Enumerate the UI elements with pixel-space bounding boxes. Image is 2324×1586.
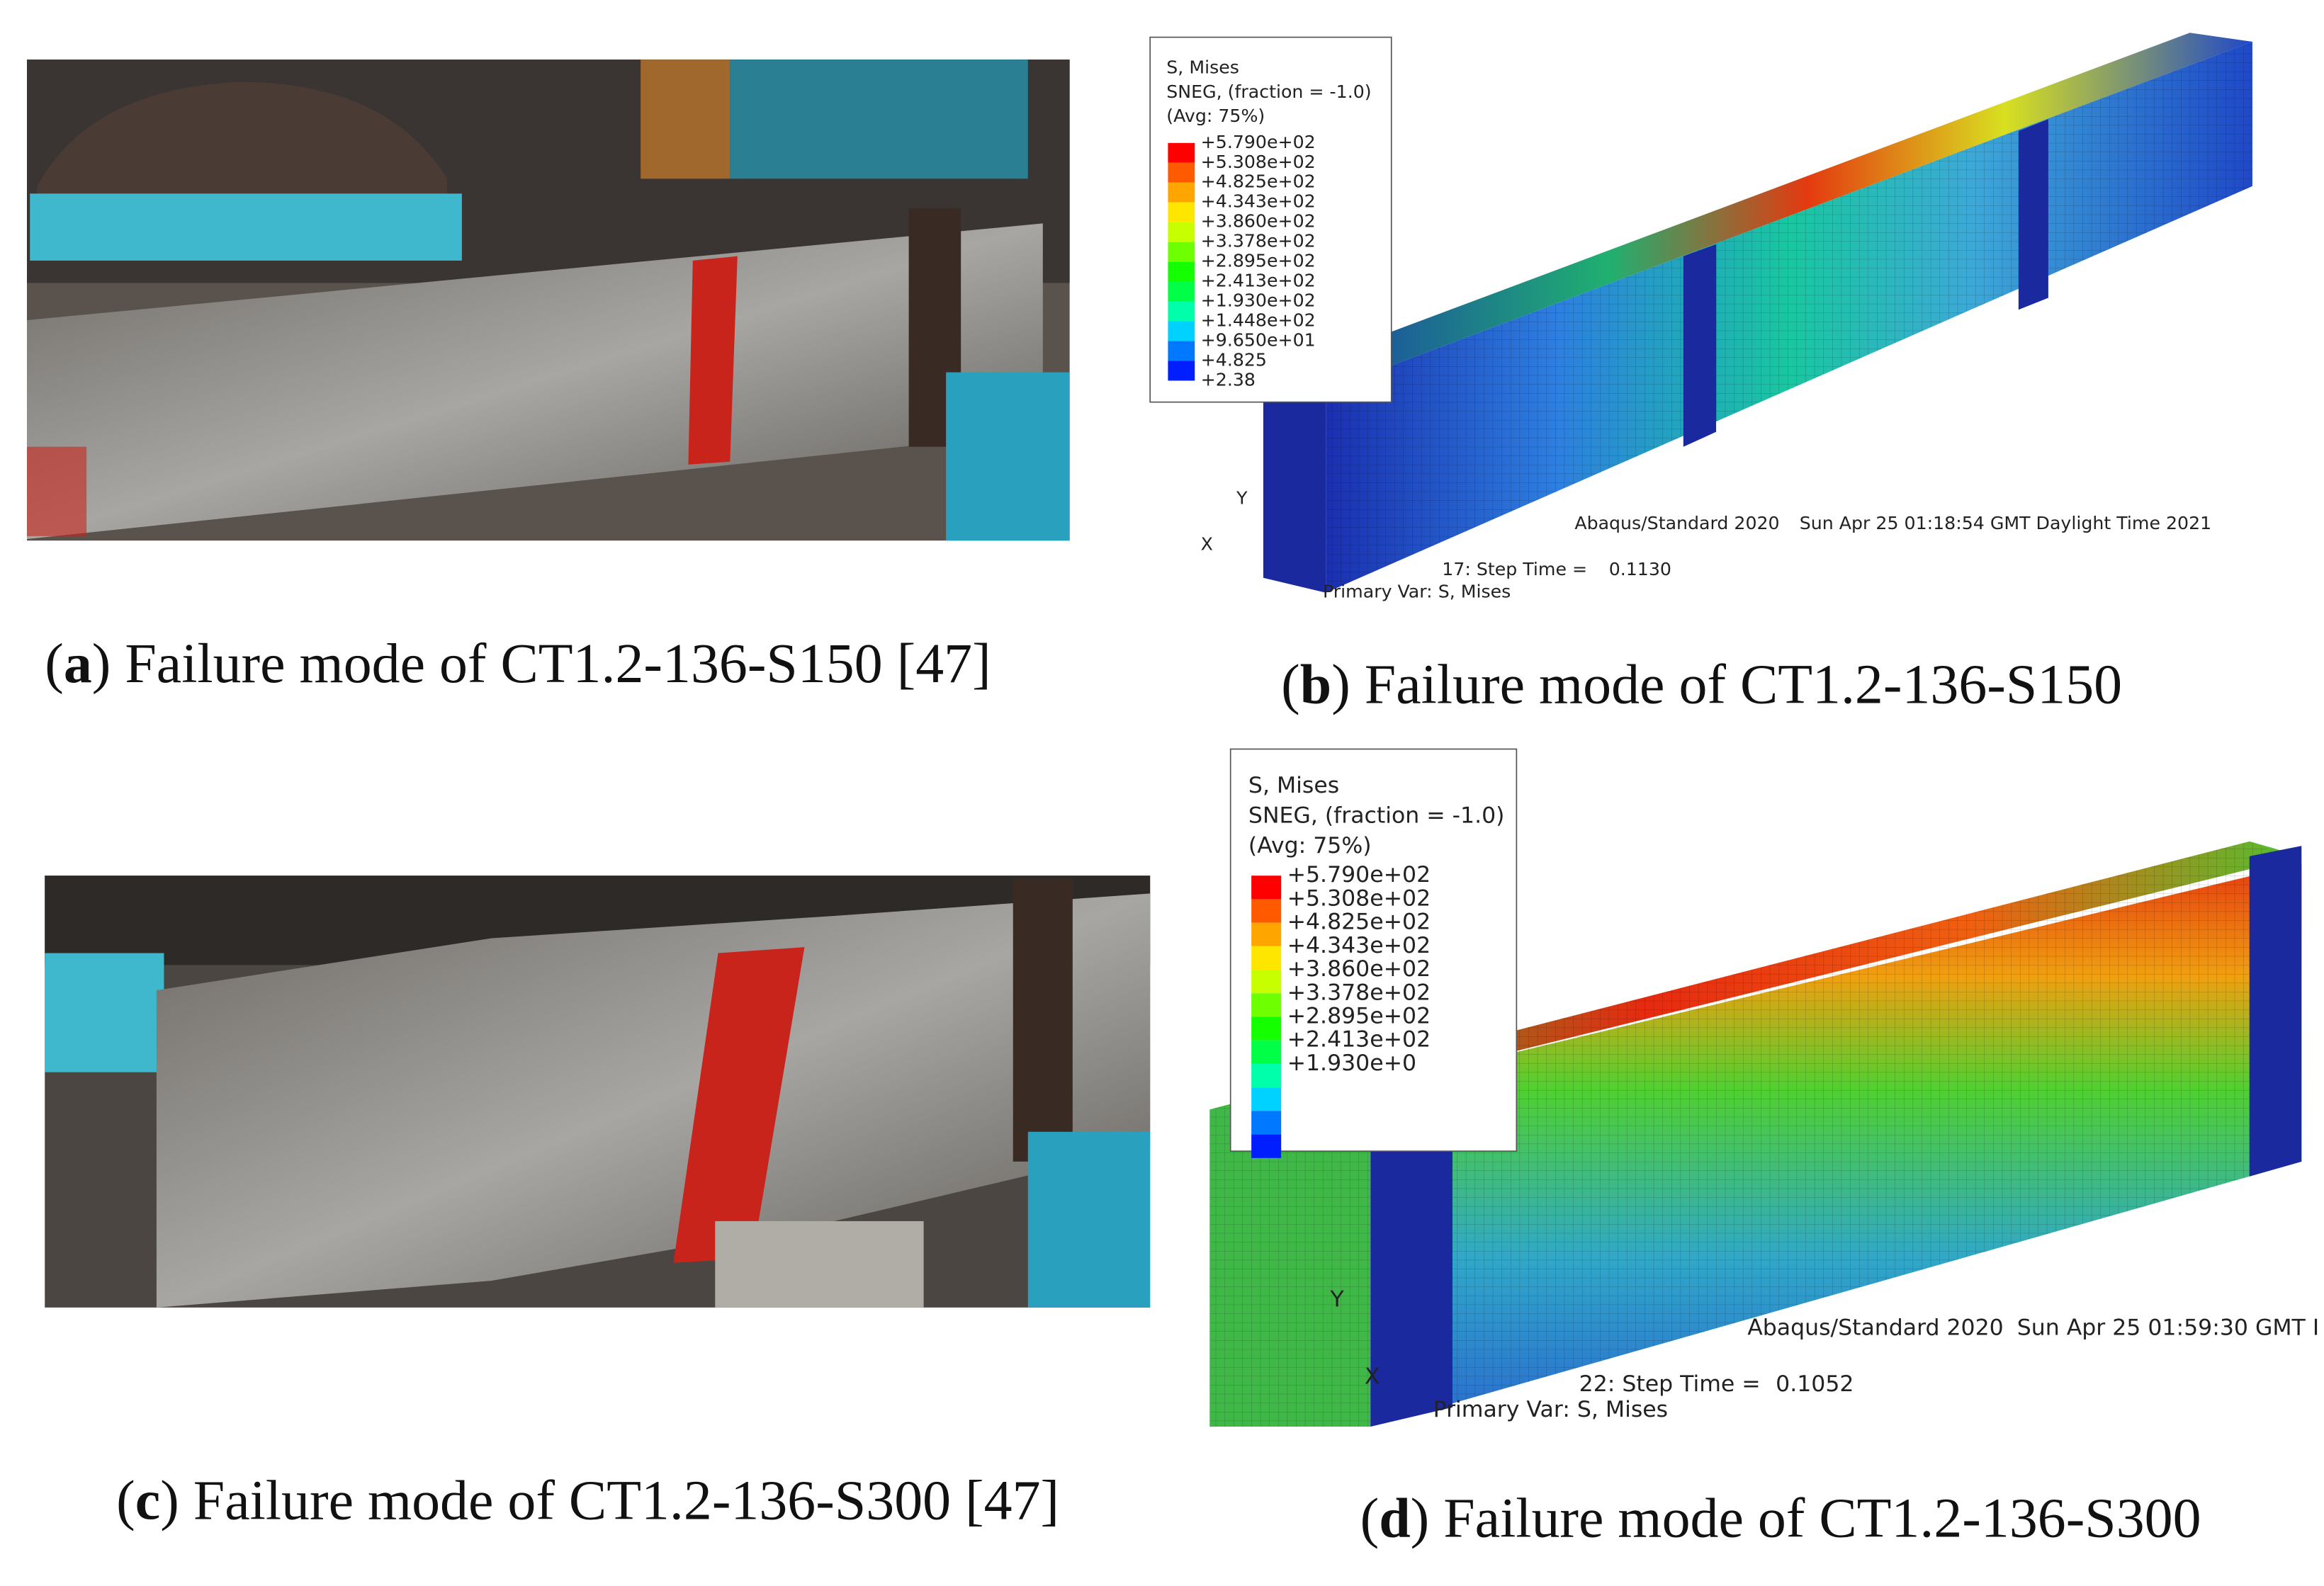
legend-level: +2.895e+02 bbox=[1287, 1003, 1431, 1029]
info-text: Sun Apr 25 01:18:54 GMT Daylight Time 20… bbox=[1800, 513, 2211, 533]
info-text: Sun Apr 25 01:59:30 GMT I bbox=[2017, 1315, 2319, 1340]
legend-title: (Avg: 75%) bbox=[1166, 106, 1265, 126]
info-text: Primary Var: S, Mises bbox=[1323, 582, 1511, 602]
photo-c bbox=[45, 876, 1151, 1308]
caption: (b) Failure mode of CT1.2-136-S150 bbox=[1281, 653, 2122, 715]
caption-part: c bbox=[135, 1469, 160, 1531]
legend-title: SNEG, (fraction = -1.0) bbox=[1248, 803, 1505, 829]
legend-band bbox=[1251, 1040, 1282, 1064]
info-text: 17: Step Time = bbox=[1442, 559, 1587, 579]
legend-title: (Avg: 75%) bbox=[1248, 833, 1372, 859]
legend-band bbox=[1251, 876, 1282, 900]
legend-band bbox=[1168, 301, 1195, 322]
legend-level: +4.825 bbox=[1201, 349, 1267, 370]
legend-level: +3.378e+02 bbox=[1287, 980, 1431, 1005]
info-text: Primary Var: S, Mises bbox=[1433, 1397, 1668, 1422]
legend-level: +3.860e+02 bbox=[1201, 211, 1316, 232]
legend-level: +1.930e+02 bbox=[1201, 290, 1316, 311]
legend-level: +2.895e+02 bbox=[1201, 251, 1316, 271]
legend-band bbox=[1251, 993, 1282, 1017]
caption-part: ( bbox=[45, 633, 64, 695]
legend-level: +4.825e+02 bbox=[1287, 910, 1431, 935]
legend-band bbox=[1251, 1016, 1282, 1041]
legend-band bbox=[1251, 922, 1282, 946]
triad-label: Y bbox=[1236, 487, 1248, 508]
caption: (c) Failure mode of CT1.2-136-S300 [47] bbox=[116, 1469, 1059, 1531]
caption-part: ( bbox=[1360, 1488, 1380, 1550]
caption-part: ) Failure mode of CT1.2-136-S150 [47] bbox=[92, 633, 991, 695]
legend-band bbox=[1251, 1134, 1282, 1158]
caption-part: ( bbox=[1281, 653, 1300, 715]
caption-part: b bbox=[1300, 653, 1331, 715]
caption-part: ) Failure mode of CT1.2-136-S300 [47] bbox=[160, 1469, 1059, 1531]
legend-band bbox=[1168, 202, 1195, 222]
legend-level: +5.308e+02 bbox=[1287, 885, 1431, 911]
legend-level: +4.825e+02 bbox=[1201, 171, 1316, 192]
caption-part: a bbox=[64, 633, 92, 695]
caption-part: ) Failure mode of CT1.2-136-S300 bbox=[1411, 1488, 2201, 1550]
legend-band bbox=[1168, 142, 1195, 163]
caption-part: d bbox=[1379, 1488, 1410, 1550]
legend-level: +5.308e+02 bbox=[1201, 152, 1316, 172]
info-text: 0.1130 bbox=[1609, 559, 1671, 579]
legend-level: +2.38 bbox=[1201, 369, 1256, 390]
legend-level: +1.930e+0 bbox=[1287, 1050, 1416, 1076]
triad-label: X bbox=[1365, 1364, 1380, 1390]
legend-band bbox=[1168, 162, 1195, 183]
legend-level: +3.378e+02 bbox=[1201, 231, 1316, 251]
legend-band bbox=[1168, 281, 1195, 302]
legend-level: +2.413e+02 bbox=[1201, 271, 1316, 291]
legend-level: +1.448e+02 bbox=[1201, 310, 1316, 330]
caption: (a) Failure mode of CT1.2-136-S150 [47] bbox=[45, 633, 991, 695]
legend-band bbox=[1251, 946, 1282, 970]
legend-band bbox=[1251, 1111, 1282, 1135]
info-text: 22: Step Time = bbox=[1579, 1371, 1761, 1397]
legend-level: +9.650e+01 bbox=[1201, 329, 1316, 350]
legend-band bbox=[1168, 361, 1195, 381]
legend-title: S, Mises bbox=[1166, 57, 1239, 78]
triad-label: X bbox=[1201, 533, 1213, 554]
legend-band bbox=[1251, 899, 1282, 923]
info-text: Abaqus/Standard 2020 bbox=[1747, 1315, 2004, 1340]
fe-model-d bbox=[1209, 748, 2302, 1427]
legend-band bbox=[1168, 222, 1195, 242]
legend-band bbox=[1168, 341, 1195, 361]
legend-band bbox=[1251, 1087, 1282, 1111]
legend-band bbox=[1168, 321, 1195, 341]
legend-band bbox=[1251, 1063, 1282, 1088]
legend-band bbox=[1251, 970, 1282, 994]
info-text: Abaqus/Standard 2020 bbox=[1574, 513, 1779, 533]
caption: (d) Failure mode of CT1.2-136-S300 bbox=[1360, 1488, 2201, 1550]
info-text: 0.1052 bbox=[1776, 1371, 1854, 1397]
photo-a bbox=[27, 60, 1070, 541]
legend-level: +5.790e+02 bbox=[1287, 862, 1431, 888]
legend-level: +3.860e+02 bbox=[1287, 956, 1431, 982]
legend-band bbox=[1168, 261, 1195, 282]
legend-title: S, Mises bbox=[1248, 773, 1339, 798]
legend-level: +5.790e+02 bbox=[1201, 132, 1316, 152]
legend-level: +4.343e+02 bbox=[1287, 933, 1431, 958]
triad-label: Y bbox=[1330, 1286, 1345, 1312]
caption-part: ) Failure mode of CT1.2-136-S150 bbox=[1331, 653, 2122, 715]
legend-level: +4.343e+02 bbox=[1201, 191, 1316, 212]
legend-band bbox=[1168, 182, 1195, 203]
legend-level: +2.413e+02 bbox=[1287, 1027, 1431, 1053]
legend-band bbox=[1168, 242, 1195, 262]
caption-part: ( bbox=[116, 1469, 135, 1531]
legend-title: SNEG, (fraction = -1.0) bbox=[1166, 81, 1371, 102]
